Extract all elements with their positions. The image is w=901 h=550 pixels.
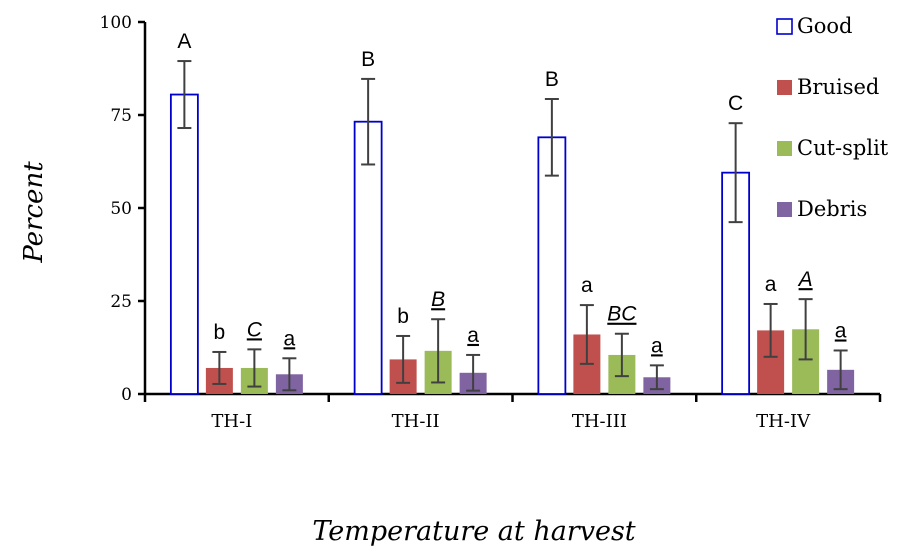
error-bars <box>177 60 848 392</box>
y-tick-label: 100 <box>100 13 132 33</box>
legend-label: Bruised <box>797 75 879 99</box>
significance-label: B <box>361 48 375 71</box>
significance-label: B <box>431 288 445 311</box>
significance-label: a <box>581 274 593 297</box>
bar-good <box>537 136 567 395</box>
bars <box>169 93 855 395</box>
x-tick-label: TH-IV <box>756 411 811 432</box>
significance-label: a <box>765 273 777 296</box>
significance-label: C <box>728 92 743 115</box>
y-axis-title: Percent <box>19 161 49 264</box>
y-tick-label: 50 <box>110 199 132 219</box>
y-tick-label: 0 <box>121 385 132 405</box>
significance-label: BC <box>607 303 637 326</box>
legend-label: Debris <box>797 197 867 221</box>
legend-swatch <box>777 202 792 217</box>
significance-label: a <box>835 319 847 342</box>
legend: Good Bruised Cut-split Debris <box>776 14 889 221</box>
x-tick-label: TH-I <box>211 411 252 432</box>
significance-label: a <box>284 327 296 350</box>
x-tick-label: TH-II <box>392 411 440 432</box>
significance-label: A <box>797 268 813 291</box>
legend-swatch <box>777 141 792 156</box>
significance-label: B <box>545 68 559 91</box>
legend-swatch <box>777 80 792 95</box>
significance-label: a <box>651 334 663 357</box>
significance-label: a <box>467 324 479 347</box>
significance-label: A <box>177 30 191 53</box>
y-tick-label: 25 <box>110 292 132 312</box>
legend-label: Cut-split <box>797 136 889 160</box>
legend-label: Good <box>797 14 853 38</box>
bar-good <box>353 120 383 395</box>
x-axis-title: Temperature at harvest <box>312 516 635 547</box>
y-tick-label: 75 <box>110 106 132 126</box>
significance-label: b <box>214 321 226 344</box>
significance-label: C <box>247 318 263 341</box>
bar-good <box>169 93 199 395</box>
x-tick-label: TH-III <box>572 411 627 432</box>
significance-label: b <box>397 305 409 328</box>
legend-swatch <box>776 18 793 35</box>
